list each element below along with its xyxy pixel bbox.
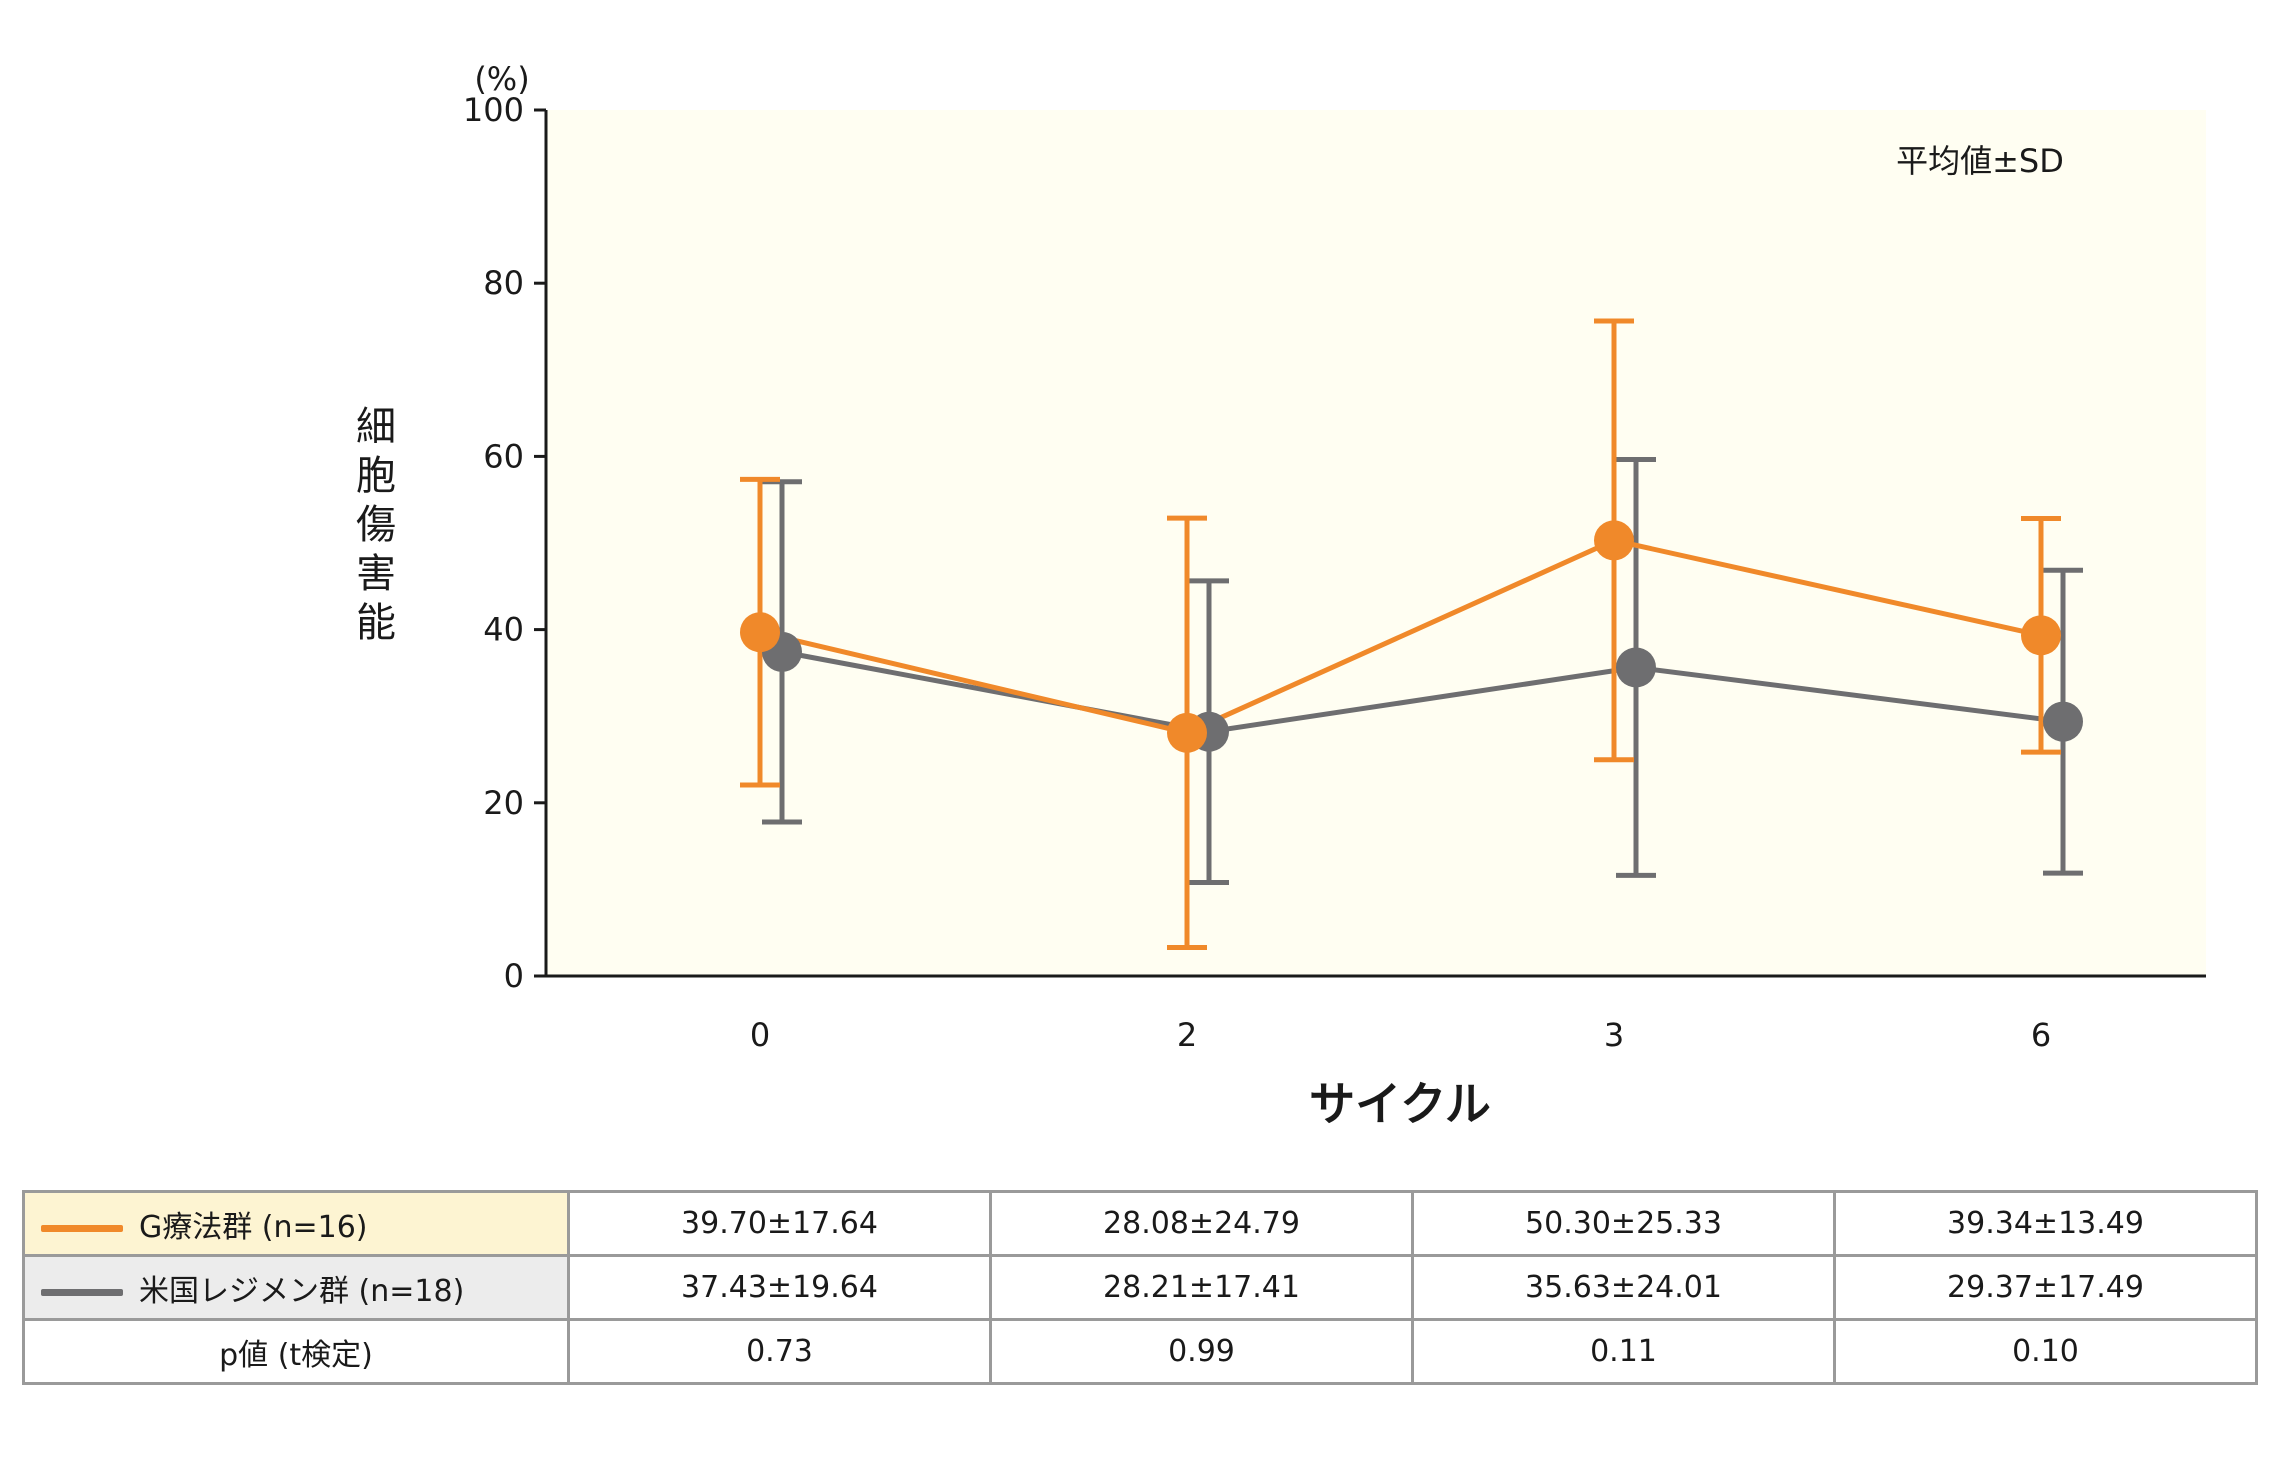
table-cell: 39.34±13.49	[1833, 1190, 2258, 1257]
x-axis-label: サイクル	[1309, 1077, 1491, 1131]
legend-swatch	[41, 1224, 123, 1232]
table-cell: 0.10	[1833, 1318, 2258, 1385]
x-tick-label: 3	[1604, 1016, 1624, 1054]
y-tick-label: 20	[483, 784, 524, 822]
data-point	[740, 612, 780, 653]
series-line	[781, 649, 2064, 735]
x-tick-label: 0	[750, 1016, 770, 1054]
plot-area	[546, 110, 2206, 976]
legend-swatch	[41, 1288, 123, 1296]
y-tick-label: 100	[463, 91, 524, 129]
y-tick-label: 80	[483, 264, 524, 302]
data-point	[2043, 701, 2083, 742]
table-cell: 0.11	[1411, 1318, 1836, 1385]
row-label-text: p値 (t検定)	[219, 1337, 373, 1373]
table-cell: 39.70±17.64	[567, 1190, 992, 1257]
x-tick-label: 6	[2031, 1016, 2051, 1054]
y-tick-label: 0	[504, 957, 524, 995]
row-label-text: 米国レジメン群 (n=18)	[139, 1273, 465, 1309]
y-tick-label: 60	[483, 437, 524, 475]
table-row: p値 (t検定) 0.73 0.99 0.11 0.10	[22, 1318, 2258, 1385]
chart: 0 20 40 60 80 100 0 2 3 6 (%) 平均値±SD サイクル 細胞傷害能	[356, 60, 2206, 1131]
table-row: 米国レジメン群 (n=18) 37.43±19.64 28.21±17.41 35.6…	[22, 1254, 2258, 1321]
x-tick-label: 2	[1177, 1016, 1197, 1054]
series-line	[759, 537, 2042, 736]
y-tick-label: 40	[483, 611, 524, 649]
row-label: p値 (t検定)	[22, 1318, 570, 1385]
table-cell: 29.37±17.49	[1833, 1254, 2258, 1321]
row-label-text: G療法群 (n=16)	[139, 1209, 368, 1245]
y-unit-label: (%)	[474, 60, 529, 98]
data-point	[1167, 712, 1207, 753]
stats-table: G療法群 (n=16) 39.70±17.64 28.08±24.79 50.30±2…	[22, 1190, 2258, 1385]
data-point	[1594, 520, 1634, 561]
data-point	[2021, 615, 2061, 656]
row-label: 米国レジメン群 (n=18)	[22, 1254, 570, 1321]
table-cell: 28.21±17.41	[989, 1254, 1414, 1321]
table-cell: 37.43±19.64	[567, 1254, 992, 1321]
table-cell: 35.63±24.01	[1411, 1254, 1836, 1321]
annotation-mean-sd: 平均値±SD	[1896, 142, 2064, 180]
table-row: G療法群 (n=16) 39.70±17.64 28.08±24.79 50.30±2…	[22, 1190, 2258, 1257]
data-point	[1616, 647, 1656, 688]
row-label: G療法群 (n=16)	[22, 1190, 570, 1257]
table-cell: 28.08±24.79	[989, 1190, 1414, 1257]
table-cell: 0.99	[989, 1318, 1414, 1385]
table-cell: 0.73	[567, 1318, 992, 1385]
y-axis-label: 細胞傷害能	[356, 404, 396, 646]
table-cell: 50.30±25.33	[1411, 1190, 1836, 1257]
